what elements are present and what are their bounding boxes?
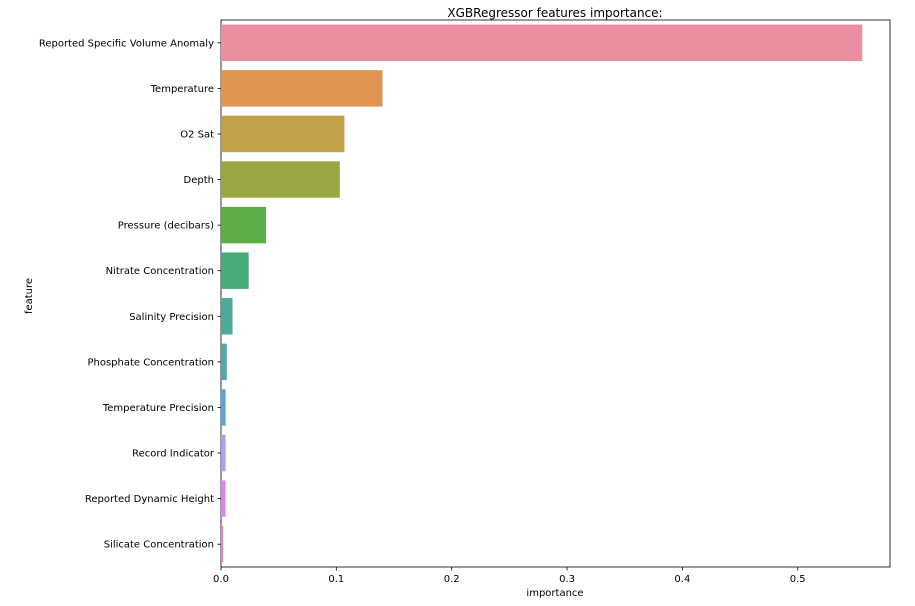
- bar: [221, 161, 340, 198]
- y-tick-label: Nitrate Concentration: [106, 266, 214, 277]
- y-tick-label: Salinity Precision: [129, 312, 214, 323]
- plot-area: [220, 19, 891, 568]
- bar: [221, 343, 227, 381]
- bars-group: [221, 24, 863, 563]
- chart-title: XGBRegressor features importance:: [447, 6, 662, 20]
- y-tick-label: Temperature: [150, 84, 214, 95]
- x-axis-label: importance: [526, 588, 583, 599]
- y-tick-label: O2 Sat: [180, 129, 214, 140]
- y-tick-label: Record Indicator: [132, 449, 215, 460]
- x-tick-label: 0.1: [328, 574, 344, 585]
- bar: [221, 298, 233, 335]
- x-tick-label: 0.5: [790, 574, 806, 585]
- x-tick-label: 0.4: [674, 574, 690, 585]
- y-tick-label: Silicate Concentration: [104, 540, 214, 551]
- y-tick-group: Reported Specific Volume Anomaly Temperat…: [39, 38, 221, 551]
- y-tick-label: Temperature Precision: [102, 403, 214, 414]
- bar: [221, 206, 266, 244]
- x-tick-label: 0.0: [213, 574, 229, 585]
- bar: [221, 525, 224, 563]
- bar: [221, 480, 226, 517]
- bar: [221, 389, 226, 426]
- x-tick-label: 0.2: [444, 574, 460, 585]
- y-tick-label: Pressure (decibars): [118, 221, 214, 232]
- bar: [221, 115, 345, 153]
- y-tick-label: Reported Dynamic Height: [85, 494, 214, 505]
- bar: [221, 70, 383, 107]
- y-axis-label: feature: [24, 278, 35, 314]
- x-tick-label: 0.3: [559, 574, 575, 585]
- y-tick-label: Depth: [184, 175, 214, 186]
- y-tick-label: Phosphate Concentration: [87, 357, 214, 368]
- y-tick-label: Reported Specific Volume Anomaly: [39, 38, 214, 49]
- bar: [221, 434, 226, 472]
- bar: [221, 24, 863, 62]
- bar: [221, 252, 249, 289]
- x-tick-group: 0.0 0.1 0.2 0.3 0.4 0.5: [213, 567, 806, 585]
